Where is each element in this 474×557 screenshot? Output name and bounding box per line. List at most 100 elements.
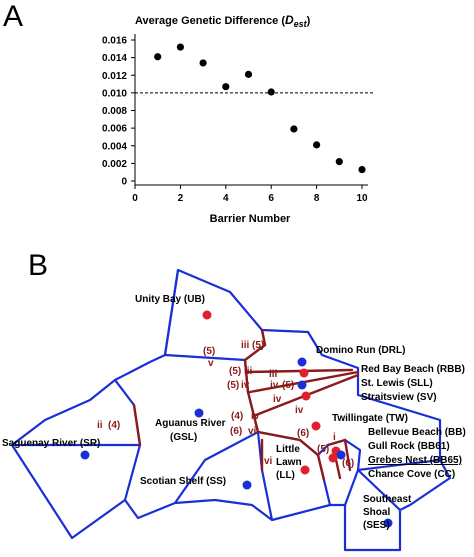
cell-edge (174, 431, 259, 504)
chart-title: Average Genetic Difference (Dest) (135, 13, 311, 29)
site-label-bb: Bellevue Beach (BB) (368, 427, 466, 438)
barrier-label: (5) (229, 366, 241, 377)
y-tick-label: 0.004 (102, 141, 127, 152)
site-point-gsl (194, 408, 204, 418)
barrier-label: (5) (317, 444, 329, 455)
x-ticks: 0 2 4 6 8 10 (132, 185, 368, 204)
x-tick-label: 6 (268, 193, 274, 204)
barrier-label: (6) (230, 426, 242, 437)
data-point (154, 53, 162, 61)
site-label-cc: Chance Cove (CC) (368, 469, 455, 480)
site-label-ll-line1: Little (276, 444, 300, 455)
barrier-label: vi (264, 456, 273, 467)
barrier-line (246, 390, 257, 422)
x-axis-label: Barrier Number (210, 213, 291, 225)
chart-title-prefix: Average Genetic Difference ( (135, 15, 285, 27)
site-label-sv: Straitsview (SV) (361, 392, 437, 403)
site-label-sll: St. Lewis (SLL) (361, 378, 433, 389)
site-label-ses-line1: Southeast (363, 494, 412, 505)
barrier-label: (6) (342, 458, 354, 469)
barrier-line (298, 438, 320, 457)
sampling-sites (80, 310, 393, 528)
site-label-tw: Twillingate (TW) (332, 413, 408, 424)
barrier-label: (5) (203, 346, 215, 357)
site-point-sr (80, 450, 90, 460)
site-point-ss (242, 480, 252, 490)
site-point-bb61 (336, 450, 346, 460)
y-tick-label: 0 (121, 177, 127, 188)
data-point (199, 59, 207, 67)
data-point (222, 83, 230, 91)
site-point-sll (297, 380, 307, 390)
data-point (335, 158, 343, 166)
barrier-label: (4) (231, 411, 243, 422)
barrier-label: iv (270, 380, 279, 391)
x-tick-label: 2 (178, 193, 184, 204)
data-point (290, 125, 298, 133)
chart-title-sub: est (294, 19, 308, 29)
chart-title-suffix: ) (307, 15, 311, 27)
barrier-label: i (345, 444, 348, 455)
y-tick-label: 0.006 (102, 124, 127, 135)
cell-edge (163, 269, 180, 356)
site-label-ll-line3: (LL) (276, 470, 295, 481)
barrier-label: iv (295, 405, 304, 416)
site-label-ll-line2: Lawn (276, 457, 302, 468)
barrier-line (326, 438, 352, 472)
barrier-label: i (333, 432, 336, 443)
chart-title-var: D (285, 13, 294, 27)
site-label-ss: Scotian Shelf (SS) (140, 476, 226, 487)
site-point-ll (300, 465, 310, 475)
site-label-gsl-line1: Aguanus River (155, 418, 226, 429)
y-tick-label: 0.002 (102, 159, 127, 170)
site-label-gsl-line2: (GSL) (170, 432, 197, 443)
site-label-rbb: Red Bay Beach (RBB) (361, 364, 465, 375)
barrier-line (256, 430, 302, 442)
x-tick-label: 10 (356, 193, 368, 204)
data-point (244, 70, 253, 78)
barrier-label: ii (97, 420, 103, 431)
cell-edge (256, 431, 274, 521)
y-ticks: 0 0.002 0.004 0.006 0.008 0.010 0.012 0.014 0.01… (102, 36, 135, 188)
barrier-label: iii (244, 366, 253, 377)
x-tick-label: 0 (132, 193, 138, 204)
barrier-label: (6) (297, 428, 309, 439)
site-point-tw (311, 421, 321, 431)
data-point (176, 43, 184, 51)
scatter-plot: 0 0.002 0.004 0.006 0.008 0.010 0.012 0.014 0.01… (102, 34, 374, 204)
barrier-label: iii (269, 369, 278, 380)
site-label-drl: Domino Run (DRL) (316, 345, 405, 356)
barrier-label: (5) (227, 380, 239, 391)
barrier-line (253, 418, 260, 434)
barrier-label: (5) (252, 340, 264, 351)
data-point (358, 165, 366, 174)
site-point-rbb (299, 368, 309, 378)
y-tick-label: 0.014 (102, 53, 127, 64)
cell-edge (114, 379, 142, 501)
x-tick-label: 4 (223, 193, 229, 204)
barrier-label: iv (241, 380, 250, 391)
barrier-label: iv (273, 394, 282, 405)
y-tick-label: 0.012 (102, 71, 127, 82)
map-outer-boundary (10, 268, 452, 552)
site-point-sv (301, 391, 311, 401)
panel-b-letter: B (28, 249, 48, 282)
barrier-label: (4) (108, 420, 120, 431)
site-point-bb65 (328, 453, 338, 463)
data-point (313, 141, 321, 149)
barrier-label: iv (251, 411, 260, 422)
site-point-ses (383, 518, 393, 528)
data-points (154, 43, 366, 174)
y-tick-label: 0.008 (102, 106, 127, 117)
site-label-sr: Saguenay River (SR) (2, 438, 100, 449)
site-label-bb65: Grebes Nest (BB65) (368, 455, 462, 466)
site-label-bb61: Gull Rock (BB61) (368, 441, 450, 452)
site-labels: Unity Bay (UB) Domino Run (DRL) Red Bay … (2, 294, 466, 531)
x-tick-label: 8 (314, 193, 320, 204)
y-tick-label: 0.016 (102, 36, 127, 47)
site-point-ub (202, 310, 212, 320)
svg-text:Average Genetic Difference (De: Average Genetic Difference (Dest) (135, 13, 311, 29)
barrier-label: v (208, 358, 214, 369)
barrier-label: iii (241, 340, 250, 351)
